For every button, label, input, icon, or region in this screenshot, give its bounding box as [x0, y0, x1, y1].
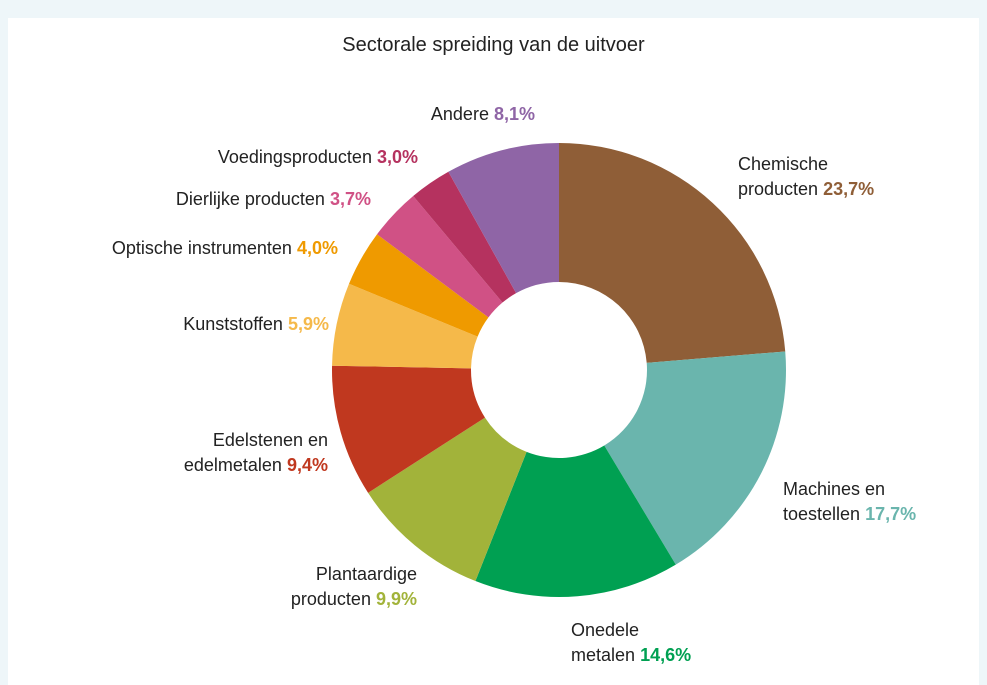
donut-slice	[559, 143, 786, 363]
category-name: Voedingsproducten	[217, 147, 372, 167]
value-label: 8,1%	[493, 104, 535, 124]
value-label: 9,4%	[286, 455, 328, 475]
slice-label: Andere 8,1%	[431, 102, 535, 127]
value-label: 3,0%	[376, 147, 418, 167]
donut-slice	[332, 283, 478, 369]
slice-label: Kunststoffen 5,9%	[183, 312, 329, 337]
slice-label: Chemische producten 23,7%	[738, 152, 883, 202]
chart-title: Sectorale spreiding van de uitvoer	[342, 34, 645, 56]
category-name: Chemische producten	[738, 154, 829, 199]
slice-label: Optische instrumenten 4,0%	[112, 236, 338, 261]
value-label: 17,7%	[865, 504, 917, 524]
slice-label: Onedele metalen 14,6%	[571, 618, 699, 668]
value-label: 5,9%	[287, 314, 329, 334]
slice-label: Voedingsproducten 3,0%	[218, 145, 418, 170]
donut-slice	[604, 351, 786, 565]
value-label: 14,6%	[640, 645, 692, 665]
donut-slice	[475, 445, 676, 597]
category-name: Plantaardige producten	[290, 564, 417, 609]
slice-label: Dierlijke producten 3,7%	[176, 187, 371, 212]
donut-slice	[332, 365, 485, 493]
category-name: Machines en toestellen	[783, 479, 886, 524]
slice-label: Plantaardige producten 9,9%	[277, 562, 417, 612]
value-label: 4,0%	[296, 238, 338, 258]
category-name: Kunststoffen	[183, 314, 283, 334]
category-name: Edelstenen en edelmetalen	[183, 430, 328, 475]
category-name: Onedele metalen	[571, 620, 640, 665]
donut-slice	[368, 417, 527, 582]
category-name: Optische instrumenten	[111, 238, 292, 258]
slice-label: Machines en toestellen 17,7%	[783, 477, 928, 527]
category-name: Andere	[430, 104, 489, 124]
donut-slice	[413, 171, 517, 303]
donut-slice	[377, 196, 503, 318]
value-label: 23,7%	[823, 179, 875, 199]
value-label: 3,7%	[329, 189, 371, 209]
donut-slice	[349, 234, 489, 337]
category-name: Dierlijke producten	[175, 189, 325, 209]
value-label: 9,9%	[375, 589, 417, 609]
donut-slice	[448, 143, 559, 294]
slice-label: Edelstenen en edelmetalen 9,4%	[168, 428, 328, 478]
